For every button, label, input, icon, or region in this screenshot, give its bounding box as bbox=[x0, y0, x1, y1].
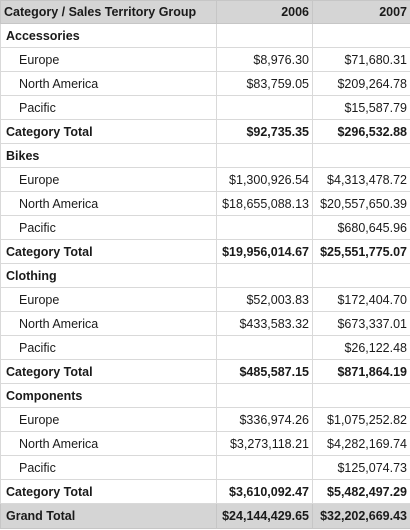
total-2006: $3,610,092.47 bbox=[216, 479, 313, 504]
total-2006: $19,956,014.67 bbox=[216, 239, 313, 264]
table-row: Europe $8,976.30 $71,680.31 bbox=[0, 47, 410, 72]
value-2007: $71,680.31 bbox=[312, 47, 410, 72]
territory-label[interactable]: North America bbox=[0, 311, 217, 336]
category-row-clothing: Clothing bbox=[0, 263, 410, 288]
value-2006: $52,003.83 bbox=[216, 287, 313, 312]
grand-total-label: Grand Total bbox=[0, 503, 217, 529]
territory-label[interactable]: North America bbox=[0, 191, 217, 216]
territory-label[interactable]: Pacific bbox=[0, 335, 217, 360]
category-label[interactable]: Accessories bbox=[0, 23, 217, 48]
table-row: North America $18,655,088.13 $20,557,650… bbox=[0, 191, 410, 216]
empty-cell bbox=[312, 23, 410, 48]
table-row: Europe $52,003.83 $172,404.70 bbox=[0, 287, 410, 312]
territory-label[interactable]: Pacific bbox=[0, 215, 217, 240]
category-label[interactable]: Bikes bbox=[0, 143, 217, 168]
category-row-accessories: Accessories bbox=[0, 23, 410, 48]
total-2007: $296,532.88 bbox=[312, 119, 410, 144]
value-2006: $8,976.30 bbox=[216, 47, 313, 72]
header-year-2006[interactable]: 2006 bbox=[216, 0, 313, 24]
total-2006: $485,587.15 bbox=[216, 359, 313, 384]
category-total-label: Category Total bbox=[0, 359, 217, 384]
table-row: North America $433,583.32 $673,337.01 bbox=[0, 311, 410, 336]
territory-label[interactable]: Europe bbox=[0, 287, 217, 312]
value-2007: $15,587.79 bbox=[312, 95, 410, 120]
value-2007: $209,264.78 bbox=[312, 71, 410, 96]
value-2006 bbox=[216, 215, 313, 240]
table-row: North America $83,759.05 $209,264.78 bbox=[0, 71, 410, 96]
value-2006: $83,759.05 bbox=[216, 71, 313, 96]
empty-cell bbox=[216, 143, 313, 168]
territory-label[interactable]: North America bbox=[0, 71, 217, 96]
category-label[interactable]: Components bbox=[0, 383, 217, 408]
category-row-bikes: Bikes bbox=[0, 143, 410, 168]
total-2007: $25,551,775.07 bbox=[312, 239, 410, 264]
table-row: Europe $1,300,926.54 $4,313,478.72 bbox=[0, 167, 410, 192]
value-2007: $125,074.73 bbox=[312, 455, 410, 480]
value-2007: $1,075,252.82 bbox=[312, 407, 410, 432]
value-2007: $4,313,478.72 bbox=[312, 167, 410, 192]
value-2006: $433,583.32 bbox=[216, 311, 313, 336]
total-2007: $871,864.19 bbox=[312, 359, 410, 384]
grand-total-2007: $32,202,669.43 bbox=[312, 503, 410, 529]
empty-cell bbox=[216, 23, 313, 48]
value-2007: $26,122.48 bbox=[312, 335, 410, 360]
empty-cell bbox=[216, 383, 313, 408]
category-total-row: Category Total $3,610,092.47 $5,482,497.… bbox=[0, 479, 410, 504]
value-2007: $680,645.96 bbox=[312, 215, 410, 240]
value-2006: $18,655,088.13 bbox=[216, 191, 313, 216]
value-2006 bbox=[216, 95, 313, 120]
empty-cell bbox=[216, 263, 313, 288]
territory-label[interactable]: North America bbox=[0, 431, 217, 456]
category-total-label: Category Total bbox=[0, 239, 217, 264]
value-2006 bbox=[216, 335, 313, 360]
category-total-row: Category Total $19,956,014.67 $25,551,77… bbox=[0, 239, 410, 264]
territory-label[interactable]: Europe bbox=[0, 47, 217, 72]
empty-cell bbox=[312, 263, 410, 288]
territory-label[interactable]: Pacific bbox=[0, 95, 217, 120]
table-row: Pacific $125,074.73 bbox=[0, 455, 410, 480]
table-row: Europe $336,974.26 $1,075,252.82 bbox=[0, 407, 410, 432]
value-2007: $673,337.01 bbox=[312, 311, 410, 336]
total-2007: $5,482,497.29 bbox=[312, 479, 410, 504]
value-2007: $4,282,169.74 bbox=[312, 431, 410, 456]
category-total-label: Category Total bbox=[0, 119, 217, 144]
value-2007: $20,557,650.39 bbox=[312, 191, 410, 216]
header-year-2007[interactable]: 2007 bbox=[312, 0, 410, 24]
header-category-territory[interactable]: Category / Sales Territory Group bbox=[0, 0, 217, 24]
category-total-row: Category Total $92,735.35 $296,532.88 bbox=[0, 119, 410, 144]
total-2006: $92,735.35 bbox=[216, 119, 313, 144]
territory-label[interactable]: Europe bbox=[0, 167, 217, 192]
grand-total-row: Grand Total $24,144,429.65 $32,202,669.4… bbox=[0, 503, 410, 529]
value-2006: $336,974.26 bbox=[216, 407, 313, 432]
territory-label[interactable]: Europe bbox=[0, 407, 217, 432]
header-row: Category / Sales Territory Group 2006 20… bbox=[0, 0, 410, 24]
grand-total-2006: $24,144,429.65 bbox=[216, 503, 313, 529]
table-row: North America $3,273,118.21 $4,282,169.7… bbox=[0, 431, 410, 456]
territory-label[interactable]: Pacific bbox=[0, 455, 217, 480]
value-2006 bbox=[216, 455, 313, 480]
empty-cell bbox=[312, 383, 410, 408]
category-total-label: Category Total bbox=[0, 479, 217, 504]
value-2007: $172,404.70 bbox=[312, 287, 410, 312]
category-total-row: Category Total $485,587.15 $871,864.19 bbox=[0, 359, 410, 384]
category-row-components: Components bbox=[0, 383, 410, 408]
value-2006: $3,273,118.21 bbox=[216, 431, 313, 456]
value-2006: $1,300,926.54 bbox=[216, 167, 313, 192]
empty-cell bbox=[312, 143, 410, 168]
category-label[interactable]: Clothing bbox=[0, 263, 217, 288]
table-row: Pacific $26,122.48 bbox=[0, 335, 410, 360]
table-row: Pacific $680,645.96 bbox=[0, 215, 410, 240]
table-row: Pacific $15,587.79 bbox=[0, 95, 410, 120]
